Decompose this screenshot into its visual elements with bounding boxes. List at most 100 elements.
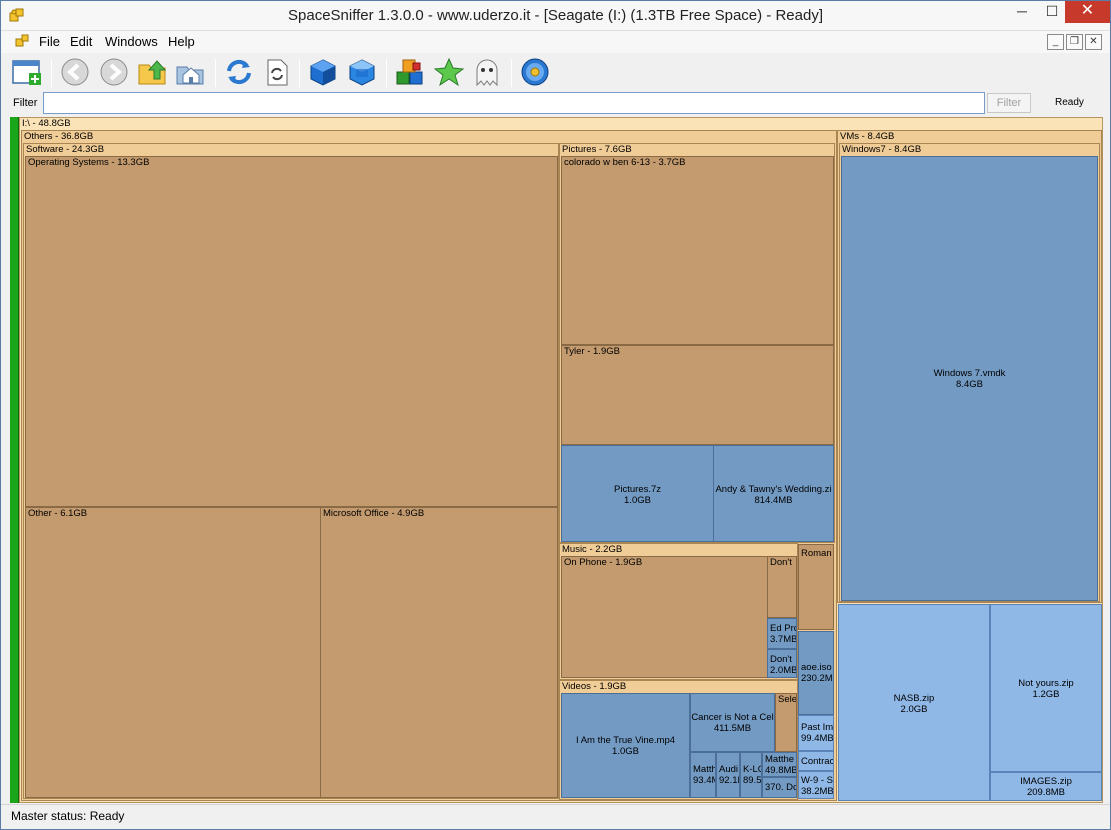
treemap-operating-systems-block[interactable]: Operating Systems - 13.3GB (25, 156, 558, 507)
treemap-block-label: Don't (770, 557, 792, 568)
treemap-nasb-zip-block[interactable]: NASB.zip 2.0GB (838, 604, 990, 801)
treemap-block-label: Operating Systems - 13.3GB (28, 157, 150, 168)
treemap-matth1-block[interactable]: Matth 93.4M (690, 752, 716, 798)
treemap-file-name: IMAGES.zip (1020, 776, 1072, 787)
menu-file[interactable]: File (39, 34, 60, 49)
new-window-icon (12, 60, 41, 85)
treemap-block-label: Music - 2.2GB (562, 544, 623, 555)
treemap-file-size: 49.8MB (765, 765, 796, 776)
ghost-icon (476, 59, 498, 87)
treemap-file-name: Not yours.zip (1018, 678, 1074, 689)
treemap-andy-wedding-block[interactable]: Andy & Tawny's Wedding.zi 814.4MB (713, 445, 834, 542)
treemap-tyler-block[interactable]: Tyler - 1.9GB (561, 345, 834, 445)
treemap-klo-block[interactable]: K-LO 89.5I (740, 752, 762, 798)
treemap-file-size: 2.0GB (900, 704, 928, 715)
treemap-file-name: I Am the True Vine.mp4 (575, 735, 676, 746)
treemap-pictures-7z-block[interactable]: Pictures.7z 1.0GB (561, 445, 714, 542)
colored-cubes-button[interactable] (394, 56, 426, 88)
treemap-block-label: Pictures - 7.6GB (562, 144, 632, 155)
filter-input[interactable] (43, 92, 985, 114)
treemap-matth2-block[interactable]: Matthe 49.8MB (762, 752, 797, 777)
treemap-block-label: Tyler - 1.9GB (564, 346, 620, 357)
scan-status-label: Ready (1055, 97, 1084, 108)
treemap-file-size: 1.0GB (612, 746, 639, 757)
treemap-colorado-block[interactable]: colorado w ben 6-13 - 3.7GB (561, 156, 834, 345)
home-button[interactable] (175, 56, 207, 88)
treemap-file-size: 38.2MB (801, 786, 833, 797)
treemap-windows7-vmdk-block[interactable]: Windows 7.vmdk 8.4GB (841, 156, 1098, 601)
folder-up-icon (138, 60, 167, 85)
treemap-on-phone-block[interactable]: On Phone - 1.9GB (561, 556, 768, 678)
folder-up-button[interactable] (137, 56, 169, 88)
treemap-w9-block[interactable]: W-9 - S 38.2MB (798, 771, 834, 799)
treemap-dont-block[interactable]: Don't (767, 556, 797, 618)
close-button[interactable]: ✕ (1065, 1, 1110, 23)
treemap-roman-block[interactable]: Roman (798, 544, 834, 630)
treemap-block-label: Sele (778, 694, 796, 705)
treemap-sele-block[interactable]: Sele (775, 693, 797, 752)
treemap-file-size: 230.2M (801, 673, 833, 684)
treemap-ed-pro-block[interactable]: Ed Pro 3.7MB (767, 618, 797, 649)
treemap-block-label: Roman (801, 548, 832, 559)
treemap-contract-block[interactable]: Contract (798, 751, 834, 771)
minimize-button[interactable]: ─ (1017, 3, 1027, 19)
new-window-button[interactable] (11, 56, 43, 88)
treemap-block-label: Microsoft Office - 4.9GB (323, 508, 425, 519)
treemap-file-size: 2.0MB (770, 665, 796, 676)
child-restore-button[interactable]: ❐ (1066, 34, 1083, 50)
zoom-out-button[interactable] (346, 56, 378, 88)
treemap-true-vine-block[interactable]: I Am the True Vine.mp4 1.0GB (561, 693, 690, 798)
treemap-file-name: Past Ima (801, 722, 833, 733)
child-close-button[interactable]: ✕ (1085, 34, 1102, 50)
treemap-file-size: 8.4GB (956, 379, 983, 390)
treemap-past-ima-block[interactable]: Past Ima 99.4MB (798, 715, 834, 751)
maximize-button[interactable]: ☐ (1045, 3, 1059, 19)
favorites-button[interactable] (433, 56, 465, 88)
treemap-not-yours-zip-block[interactable]: Not yours.zip 1.2GB (990, 604, 1102, 772)
treemap-dont2-block[interactable]: Don't 2.0MB (767, 649, 797, 678)
treemap-other-block[interactable]: Other - 6.1GB (25, 507, 321, 798)
treemap-file-size: 814.4MB (754, 495, 793, 506)
forward-button[interactable] (98, 56, 130, 88)
filter-label: Filter (13, 97, 38, 109)
toolbar (1, 53, 1110, 91)
refresh-button[interactable] (223, 56, 255, 88)
treemap-block-label: VMs - 8.4GB (840, 131, 895, 142)
menu-edit[interactable]: Edit (70, 34, 93, 49)
treemap-cancer-block[interactable]: Cancer is Not a Cel 411.5MB (690, 693, 775, 752)
treemap-file-size: 1.2GB (1032, 689, 1060, 700)
filter-row: Filter Filter Ready (1, 91, 1110, 117)
treemap-block-label: Software - 24.3GB (26, 144, 105, 155)
document-refresh-icon (267, 59, 288, 86)
document-puzzle-icon (15, 34, 29, 47)
treemap-file-name: aoe.iso (801, 662, 832, 673)
treemap-microsoft-office-block[interactable]: Microsoft Office - 4.9GB (320, 507, 558, 798)
master-status-text: Master status: Ready (11, 809, 125, 823)
treemap-file-size: 209.8MB (1026, 787, 1066, 798)
back-arrow-icon (61, 58, 89, 86)
refresh-document-button[interactable] (261, 56, 293, 88)
forward-arrow-icon (100, 58, 128, 86)
menu-windows[interactable]: Windows (105, 34, 158, 49)
options-button[interactable] (519, 56, 551, 88)
treemap-images-zip-block[interactable]: IMAGES.zip 209.8MB (990, 772, 1102, 801)
toolbar-separator (299, 59, 300, 87)
treemap-file-name: Matth (693, 764, 715, 775)
treemap-file-size: 411.5MB (713, 723, 752, 734)
treemap-aoe-iso-block[interactable]: aoe.iso 230.2M (798, 631, 834, 715)
treemap-file-name: Audi (719, 764, 739, 775)
filter-button[interactable]: Filter (987, 93, 1031, 113)
ghost-button[interactable] (471, 56, 503, 88)
child-minimize-button[interactable]: _ (1047, 34, 1064, 50)
treemap-block-label: Others - 36.8GB (24, 131, 94, 142)
menu-bar: File Edit Windows Help _ ❐ ✕ (1, 31, 1110, 53)
zoom-in-button[interactable] (307, 56, 339, 88)
treemap-file-name: Pictures.7z (614, 484, 661, 495)
menu-help[interactable]: Help (168, 34, 195, 49)
treemap-file-size: 93.4M (693, 775, 715, 786)
treemap-file-name: 370. Dc (765, 782, 796, 793)
back-button[interactable] (59, 56, 91, 88)
treemap-370-block[interactable]: 370. Dc (762, 777, 797, 798)
treemap-audi-block[interactable]: Audi 92.1M (716, 752, 740, 798)
